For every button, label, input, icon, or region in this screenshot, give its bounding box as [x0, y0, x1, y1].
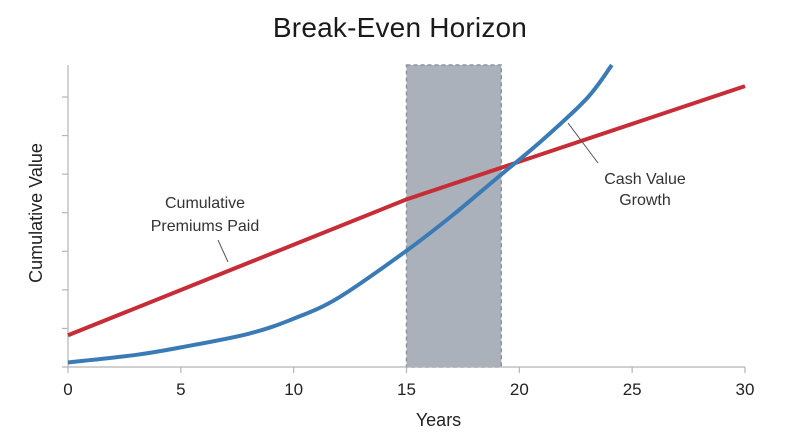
x-axis-title: Years [416, 410, 461, 430]
cash-value-annotation-line2: Growth [619, 192, 671, 209]
cash-value-annotation-line1: Cash Value [604, 171, 686, 188]
y-axis-title: Cumulative Value [26, 143, 46, 283]
x-tick-label: 10 [284, 380, 303, 399]
x-tick-label: 25 [623, 380, 642, 399]
x-tick-label: 15 [397, 380, 416, 399]
chart-title: Break-Even Horizon [272, 12, 528, 43]
premiums-leader-line [217, 239, 229, 263]
cash-value-series-line [67, 63, 614, 365]
cash-value-leader-line [567, 122, 599, 164]
x-tick-label: 5 [176, 380, 185, 399]
x-tick-label: 0 [63, 380, 72, 399]
premiums-annotation-line1: Cumulative [165, 195, 245, 212]
x-tick-label: 30 [736, 380, 755, 399]
premiums-series-line [67, 84, 746, 338]
x-tick-label: 20 [510, 380, 529, 399]
premiums-annotation-line2: Premiums Paid [151, 218, 259, 235]
